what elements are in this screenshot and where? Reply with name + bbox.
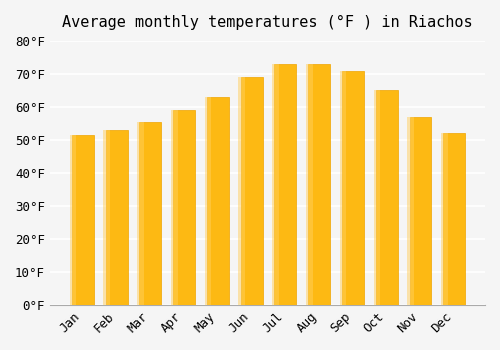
Bar — [308, 64, 330, 305]
Bar — [274, 64, 296, 305]
Bar — [340, 71, 346, 305]
Bar — [173, 110, 195, 305]
Bar — [140, 122, 162, 305]
Bar — [106, 130, 128, 305]
Bar — [104, 130, 110, 305]
Bar — [72, 135, 94, 305]
Bar — [441, 133, 448, 305]
Bar — [204, 97, 212, 305]
Bar — [342, 71, 364, 305]
Bar — [376, 90, 398, 305]
Bar — [410, 117, 432, 305]
Bar — [374, 90, 380, 305]
Bar — [137, 122, 144, 305]
Bar — [70, 135, 76, 305]
Bar — [306, 64, 312, 305]
Bar — [408, 117, 414, 305]
Bar — [272, 64, 279, 305]
Bar — [240, 77, 262, 305]
Title: Average monthly temperatures (°F ) in Riachos: Average monthly temperatures (°F ) in Ri… — [62, 15, 472, 30]
Bar — [171, 110, 177, 305]
Bar — [207, 97, 229, 305]
Bar — [444, 133, 465, 305]
Bar — [238, 77, 245, 305]
